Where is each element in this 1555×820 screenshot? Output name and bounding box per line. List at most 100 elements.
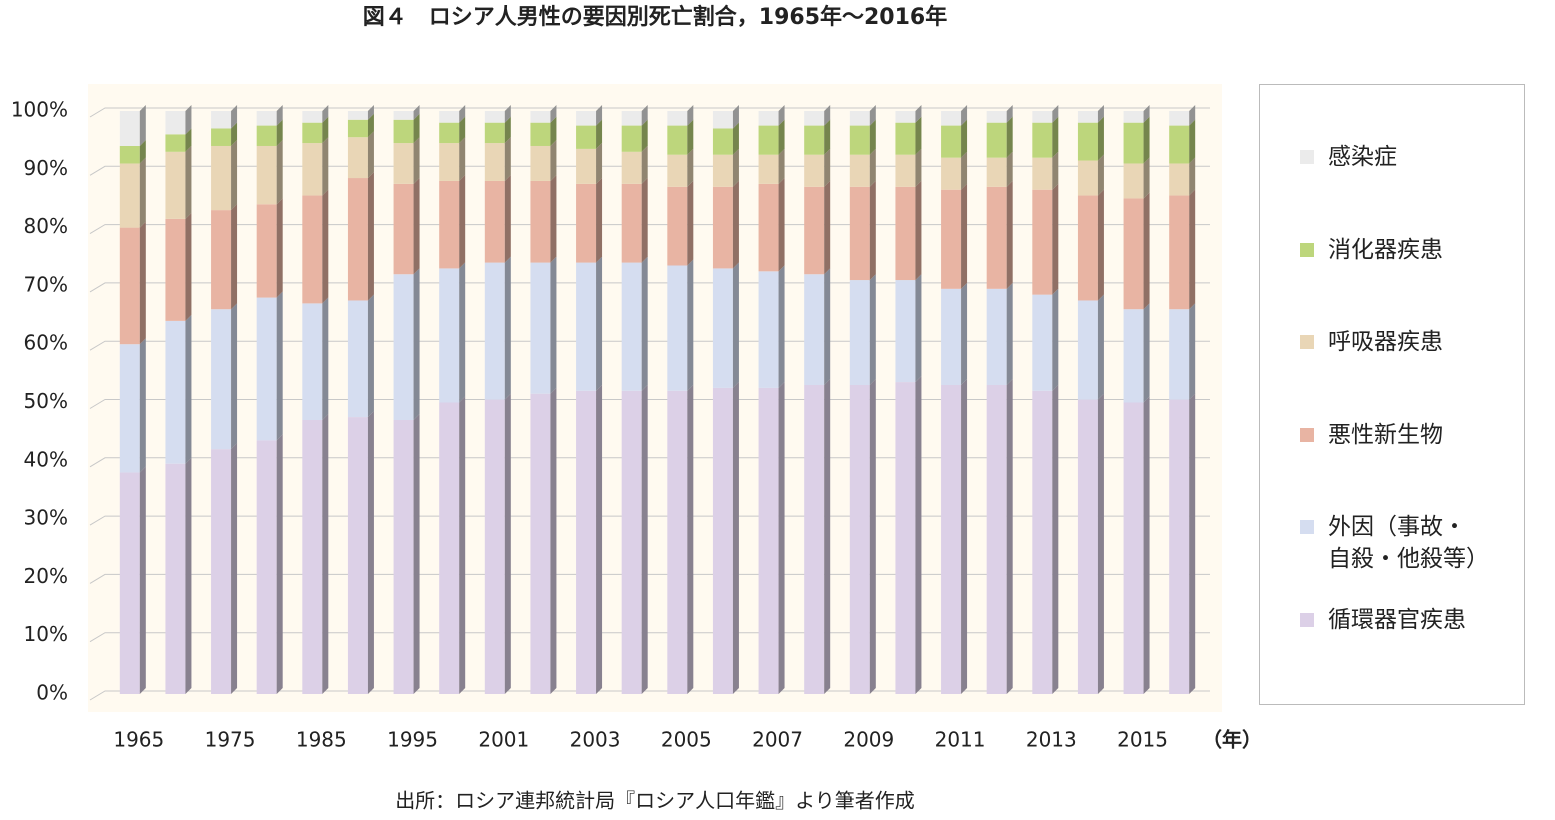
- bar-segment: [986, 288, 1007, 386]
- bar-side: [732, 381, 739, 694]
- bar-segment: [1169, 163, 1190, 196]
- bar-segment: [302, 303, 323, 420]
- bar-side: [596, 119, 603, 149]
- grid-line: [89, 340, 1210, 351]
- grid-line: [89, 165, 1210, 176]
- bar-side: [641, 145, 648, 184]
- bar-segment: [849, 280, 870, 386]
- bar-segment: [256, 297, 277, 441]
- bar-segment: [484, 262, 505, 400]
- bar-segment: [302, 122, 323, 144]
- bar-segment: [1169, 195, 1190, 310]
- bar-segment: [712, 186, 733, 269]
- legend-label: 感染症: [1328, 144, 1397, 170]
- bar-side: [1097, 116, 1104, 161]
- grid-line: [89, 690, 1210, 701]
- bar-side: [322, 105, 329, 123]
- legend-item: 循環器官疾患: [1300, 604, 1466, 636]
- bar-segment: [667, 125, 688, 155]
- bar-side: [185, 145, 192, 219]
- bar-side: [413, 413, 420, 694]
- bar-side: [641, 105, 648, 126]
- bar-side: [961, 183, 968, 289]
- bar-segment: [393, 111, 414, 120]
- bar-side: [641, 256, 648, 391]
- bar-side: [732, 105, 739, 129]
- bar-side: [641, 384, 648, 694]
- bar-segment: [1077, 300, 1098, 400]
- bar-side: [778, 148, 785, 184]
- y-tick-label: 60%: [24, 331, 68, 355]
- grid-line: [89, 573, 1210, 584]
- bar-segment: [804, 274, 825, 386]
- bar-segment: [712, 268, 733, 388]
- bar-side: [231, 122, 238, 146]
- bar-segment: [804, 186, 825, 275]
- legend-item: 外因（事故・自殺・他殺等）: [1300, 511, 1489, 575]
- bar-side: [1052, 288, 1059, 391]
- bar-side: [1189, 105, 1196, 126]
- bar-side: [1189, 119, 1196, 164]
- bar-side: [596, 256, 603, 391]
- bar-segment: [302, 111, 323, 123]
- bar-segment: [758, 111, 779, 126]
- bar-segment: [849, 154, 870, 187]
- bar-segment: [849, 385, 870, 694]
- bar-side: [276, 119, 283, 146]
- x-tick-label: 2003: [570, 728, 621, 752]
- bar-side: [231, 139, 238, 211]
- bar-segment: [302, 419, 323, 694]
- bar-side: [778, 177, 785, 272]
- bar-segment: [621, 125, 642, 152]
- bar-side: [459, 174, 466, 269]
- bar-side: [869, 119, 876, 155]
- bar-segment: [256, 145, 277, 205]
- legend-swatch: [1300, 520, 1314, 534]
- bar-side: [1143, 192, 1150, 310]
- bar-segment: [1123, 198, 1144, 310]
- bar-segment: [1032, 111, 1053, 123]
- bar-segment: [621, 390, 642, 694]
- bar-side: [732, 122, 739, 155]
- bar-side: [185, 314, 192, 464]
- bar-side: [869, 180, 876, 281]
- bar-side: [1143, 157, 1150, 199]
- bar-segment: [941, 189, 962, 289]
- bar-segment: [941, 288, 962, 386]
- bar-segment: [347, 178, 368, 301]
- bar-side: [413, 113, 420, 144]
- y-tick-label: 30%: [24, 506, 68, 530]
- bar-segment: [849, 186, 870, 281]
- bar-side: [869, 274, 876, 386]
- bar-side: [459, 262, 466, 403]
- bar-segment: [530, 122, 551, 146]
- bar-side: [459, 116, 466, 144]
- bar-segment: [211, 309, 232, 450]
- x-tick-label: 1975: [205, 728, 256, 752]
- legend-swatch: [1300, 612, 1314, 627]
- bar-segment: [439, 402, 460, 694]
- bar-segment: [986, 157, 1007, 187]
- grid-line: [89, 282, 1210, 293]
- bar-side: [1143, 116, 1150, 164]
- legend-swatch: [1300, 150, 1314, 164]
- bar-side: [1189, 157, 1196, 196]
- bar-side: [641, 119, 648, 152]
- grid-line: [89, 515, 1210, 526]
- bar-segment: [576, 148, 597, 184]
- legend-label: 悪性新生物: [1328, 421, 1443, 448]
- y-tick-label: 100%: [11, 98, 68, 122]
- bar-segment: [849, 111, 870, 126]
- bar-side: [276, 105, 283, 126]
- bar-side: [1143, 396, 1150, 694]
- chart-title: 図４ ロシア人男性の要因別死亡割合，1965年〜2016年: [363, 4, 947, 30]
- bar-segment: [804, 154, 825, 187]
- bar-side: [915, 180, 922, 281]
- bar-segment: [576, 390, 597, 694]
- bar-side: [596, 142, 603, 184]
- y-tick-label: 0%: [36, 681, 68, 705]
- bar-segment: [347, 417, 368, 694]
- x-tick-label: 2015: [1117, 728, 1168, 752]
